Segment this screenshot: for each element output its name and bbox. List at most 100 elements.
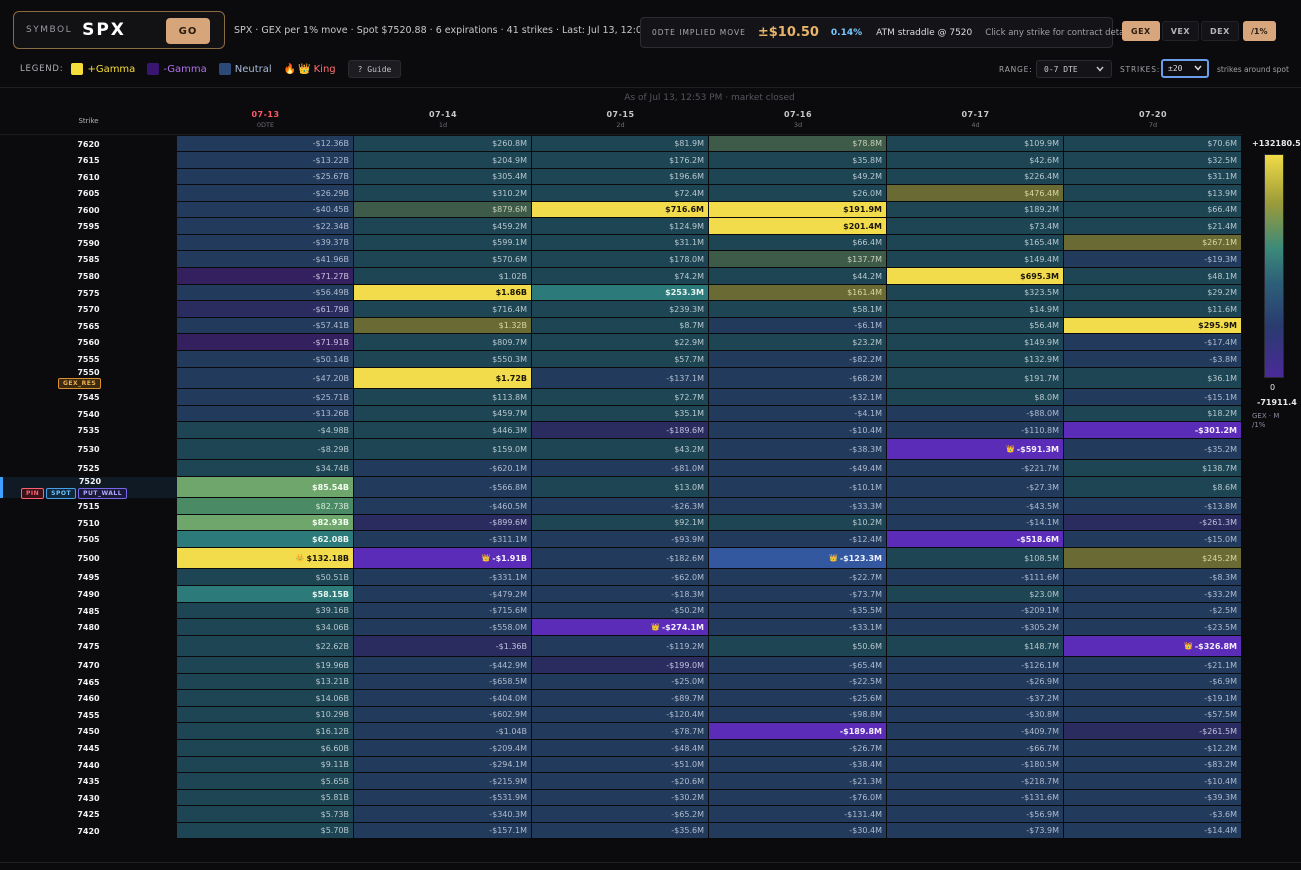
gex-cell[interactable]: -$137.1M [532, 368, 709, 389]
gex-cell[interactable]: $57.7M [532, 351, 709, 368]
gex-cell[interactable]: 👑 $132.18B [177, 548, 354, 569]
gex-cell[interactable]: -$518.6M [887, 531, 1064, 548]
gex-cell[interactable]: $716.6M [532, 202, 709, 218]
gex-cell[interactable]: -$73.7M [709, 586, 887, 603]
gex-cell[interactable]: -$61.79B [177, 301, 354, 318]
gex-cell[interactable]: -$51.0M [532, 757, 709, 773]
gex-cell[interactable]: -$6.1M [709, 318, 887, 334]
gex-cell[interactable]: -$40.45B [177, 202, 354, 218]
gex-cell[interactable]: -$119.2M [532, 636, 709, 657]
gex-cell[interactable]: -$899.6M [354, 515, 532, 531]
gex-cell[interactable]: -$301.2M [1064, 422, 1242, 439]
gex-cell[interactable]: $310.2M [354, 185, 532, 202]
gex-cell[interactable]: -$33.2M [1064, 586, 1242, 603]
gex-cell[interactable]: -$26.9M [887, 674, 1064, 690]
gex-cell[interactable]: $108.5M [887, 548, 1064, 569]
gex-cell[interactable]: $10.29B [177, 707, 354, 723]
gex-cell[interactable]: $323.5M [887, 285, 1064, 301]
gex-cell[interactable]: -$21.1M [1064, 657, 1242, 674]
gex-cell[interactable]: $32.5M [1064, 152, 1242, 169]
strike-label-7615[interactable]: 7615 [0, 152, 177, 169]
gex-cell[interactable]: -$12.4M [709, 531, 887, 548]
gex-cell[interactable]: -$98.8M [709, 707, 887, 723]
gex-cell[interactable]: $1.32B [354, 318, 532, 334]
gex-cell[interactable]: $11.6M [1064, 301, 1242, 318]
range-select[interactable]: 0-7 DTE [1036, 60, 1112, 78]
gex-cell[interactable]: $14.9M [887, 301, 1064, 318]
gex-cell[interactable]: $44.2M [709, 268, 887, 285]
gex-cell[interactable]: -$38.4M [709, 757, 887, 773]
gex-cell[interactable]: -$22.7M [709, 569, 887, 586]
gex-cell[interactable]: $23.2M [709, 334, 887, 351]
strike-label-7455[interactable]: 7455 [0, 707, 177, 723]
gex-cell[interactable]: -$57.5M [1064, 707, 1242, 723]
gex-cell[interactable]: -$602.9M [354, 707, 532, 723]
gex-cell[interactable]: -$35.2M [1064, 439, 1242, 460]
gex-cell[interactable]: $35.8M [709, 152, 887, 169]
gex-cell[interactable]: $239.3M [532, 301, 709, 318]
mode-button-gex[interactable]: GEX [1122, 21, 1160, 41]
gex-cell[interactable]: $85.54B [177, 477, 354, 498]
gex-cell[interactable]: -$131.4M [709, 806, 887, 823]
gex-cell[interactable]: -$658.5M [354, 674, 532, 690]
gex-cell[interactable]: $82.93B [177, 515, 354, 531]
gex-cell[interactable]: $8.6M [1064, 477, 1242, 498]
strike-label-7515[interactable]: 7515 [0, 498, 177, 515]
gex-cell[interactable]: -$1.04B [354, 723, 532, 740]
strike-label-7510[interactable]: 7510 [0, 515, 177, 531]
gex-cell[interactable]: -$1.36B [354, 636, 532, 657]
gex-cell[interactable]: -$4.98B [177, 422, 354, 439]
gex-cell[interactable]: -$3.8M [1064, 351, 1242, 368]
gex-cell[interactable]: $716.4M [354, 301, 532, 318]
gex-cell[interactable]: $189.2M [887, 202, 1064, 218]
gex-cell[interactable]: $8.7M [532, 318, 709, 334]
gex-cell[interactable]: -$15.0M [1064, 531, 1242, 548]
gex-cell[interactable]: $570.6M [354, 251, 532, 268]
strike-label-7620[interactable]: 7620 [0, 136, 177, 152]
mode-button-vex[interactable]: VEX [1161, 21, 1200, 41]
strike-label-7435[interactable]: 7435 [0, 773, 177, 790]
gex-cell[interactable]: $137.7M [709, 251, 887, 268]
strike-label-7545[interactable]: 7545 [0, 389, 177, 406]
gex-cell[interactable]: -$479.2M [354, 586, 532, 603]
gex-cell[interactable]: $78.8M [709, 136, 887, 152]
gex-cell[interactable]: $459.7M [354, 406, 532, 422]
gex-cell[interactable]: -$111.6M [887, 569, 1064, 586]
gex-cell[interactable]: $29.2M [1064, 285, 1242, 301]
gex-cell[interactable]: $5.70B [177, 823, 354, 839]
gex-cell[interactable]: -$10.4M [709, 422, 887, 439]
gex-cell[interactable]: -$83.2M [1064, 757, 1242, 773]
gex-cell[interactable]: -$33.1M [709, 619, 887, 636]
strike-label-7530[interactable]: 7530 [0, 439, 177, 460]
strike-label-7480[interactable]: 7480 [0, 619, 177, 636]
gex-cell[interactable]: $72.4M [532, 185, 709, 202]
gex-cell[interactable]: -$47.20B [177, 368, 354, 389]
gex-cell[interactable]: $58.15B [177, 586, 354, 603]
gex-cell[interactable]: -$22.5M [709, 674, 887, 690]
strike-label-7560[interactable]: 7560 [0, 334, 177, 351]
gex-cell[interactable]: -$35.5M [709, 603, 887, 619]
gex-cell[interactable]: $599.1M [354, 235, 532, 251]
gex-cell[interactable]: 👑 -$591.3M [887, 439, 1064, 460]
gex-cell[interactable]: $31.1M [1064, 169, 1242, 185]
gex-cell[interactable]: -$39.3M [1064, 790, 1242, 806]
gex-cell[interactable]: -$404.0M [354, 690, 532, 707]
gex-cell[interactable]: -$209.1M [887, 603, 1064, 619]
gex-cell[interactable]: -$442.9M [354, 657, 532, 674]
gex-cell[interactable]: -$10.4M [1064, 773, 1242, 790]
gex-cell[interactable]: -$12.2M [1064, 740, 1242, 757]
gex-cell[interactable]: -$50.14B [177, 351, 354, 368]
gex-cell[interactable]: -$26.3M [532, 498, 709, 515]
gex-cell[interactable]: $92.1M [532, 515, 709, 531]
gex-cell[interactable]: -$30.2M [532, 790, 709, 806]
gex-cell[interactable]: $161.4M [709, 285, 887, 301]
strike-label-7575[interactable]: 7575 [0, 285, 177, 301]
gex-cell[interactable]: -$43.5M [887, 498, 1064, 515]
gex-cell[interactable]: $148.7M [887, 636, 1064, 657]
gex-cell[interactable]: $9.11B [177, 757, 354, 773]
gex-cell[interactable]: -$82.2M [709, 351, 887, 368]
strike-label-7445[interactable]: 7445 [0, 740, 177, 757]
gex-cell[interactable]: $18.2M [1064, 406, 1242, 422]
gex-cell[interactable]: $70.6M [1064, 136, 1242, 152]
gex-cell[interactable]: $176.2M [532, 152, 709, 169]
